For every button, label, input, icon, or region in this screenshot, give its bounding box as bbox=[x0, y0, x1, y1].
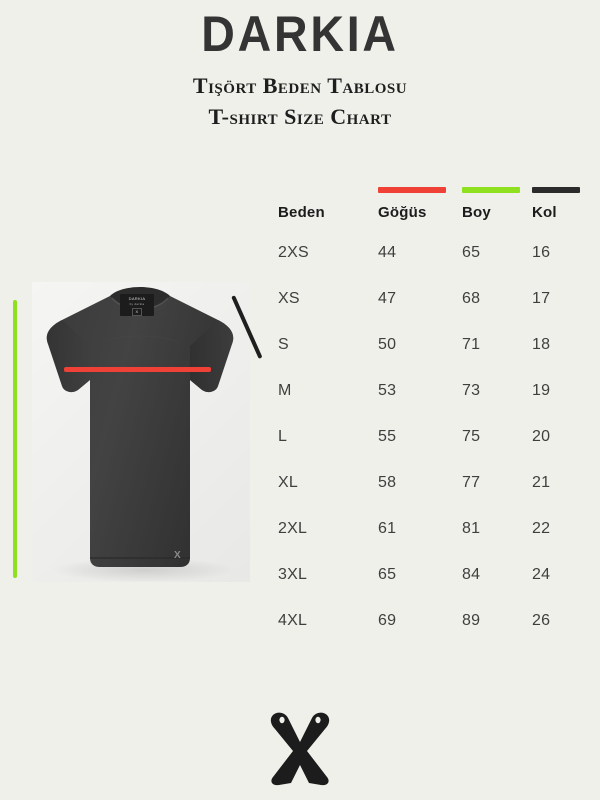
column-header-boy: Boy bbox=[462, 204, 491, 221]
table-header-row: Beden Göğüs Boy Kol bbox=[270, 198, 580, 234]
cell-kol: 19 bbox=[532, 382, 551, 399]
cell-gogus: 61 bbox=[378, 520, 397, 537]
neck-label-brand: DARKIA bbox=[128, 296, 146, 301]
table-row: XL 58 77 21 bbox=[270, 464, 580, 510]
cell-gogus: 50 bbox=[378, 336, 397, 353]
cell-boy: 89 bbox=[462, 612, 481, 629]
column-header-gogus: Göğüs bbox=[378, 204, 427, 221]
cell-gogus: 65 bbox=[378, 566, 397, 583]
cell-kol: 24 bbox=[532, 566, 551, 583]
cell-kol: 21 bbox=[532, 474, 551, 491]
neck-label-size: X bbox=[131, 307, 143, 316]
brand-logo: DARKIA bbox=[201, 6, 399, 62]
cell-size: S bbox=[278, 336, 289, 353]
cell-kol: 22 bbox=[532, 520, 551, 537]
table-row: 2XL 61 81 22 bbox=[270, 510, 580, 556]
length-measure-line bbox=[13, 300, 17, 578]
cell-gogus: 53 bbox=[378, 382, 397, 399]
table-row: XS 47 68 17 bbox=[270, 280, 580, 326]
cell-kol: 26 bbox=[532, 612, 551, 629]
chest-measure-line bbox=[64, 367, 211, 372]
cell-size: 2XS bbox=[278, 244, 309, 261]
table-row: 3XL 65 84 24 bbox=[270, 556, 580, 602]
table-row: M 53 73 19 bbox=[270, 372, 580, 418]
cell-kol: 16 bbox=[532, 244, 551, 261]
cell-size: 3XL bbox=[278, 566, 308, 583]
cell-boy: 65 bbox=[462, 244, 481, 261]
legend-color-bars bbox=[270, 184, 580, 198]
cell-kol: 18 bbox=[532, 336, 551, 353]
cell-gogus: 69 bbox=[378, 612, 397, 629]
table-row: 2XS 44 65 16 bbox=[270, 234, 580, 280]
darkia-x-mark-icon bbox=[270, 712, 330, 786]
legend-bar-gogus bbox=[378, 187, 446, 193]
column-header-kol: Kol bbox=[532, 204, 557, 221]
cell-size: XS bbox=[278, 290, 300, 307]
cell-boy: 81 bbox=[462, 520, 481, 537]
cell-boy: 77 bbox=[462, 474, 481, 491]
cell-size: 4XL bbox=[278, 612, 308, 629]
neck-label-sub: by darkia bbox=[129, 302, 145, 306]
table-row: S 50 71 18 bbox=[270, 326, 580, 372]
page-title-tr: Tişört Beden Tablosu bbox=[192, 72, 408, 98]
cell-boy: 73 bbox=[462, 382, 481, 399]
cell-size: L bbox=[278, 428, 288, 445]
table-row: L 55 75 20 bbox=[270, 418, 580, 464]
column-header-beden: Beden bbox=[278, 204, 325, 221]
cell-kol: 17 bbox=[532, 290, 551, 307]
cell-gogus: 47 bbox=[378, 290, 397, 307]
size-chart-table: Beden Göğüs Boy Kol 2XS 44 65 16 XS 47 6… bbox=[270, 184, 580, 648]
tshirt-illustration bbox=[46, 287, 236, 582]
cell-boy: 84 bbox=[462, 566, 481, 583]
table-row: 4XL 69 89 26 bbox=[270, 602, 580, 648]
page-title-en: T-shirt Size Chart bbox=[208, 103, 392, 129]
tshirt-product-image: DARKIA by darkia X X bbox=[32, 282, 250, 582]
cell-size: XL bbox=[278, 474, 298, 491]
legend-bar-kol bbox=[532, 187, 580, 193]
page-header: DARKIA Tişört Beden Tablosu T-shirt Size… bbox=[0, 0, 600, 130]
footer bbox=[0, 709, 600, 792]
cell-size: 2XL bbox=[278, 520, 308, 537]
neck-label: DARKIA by darkia X bbox=[120, 294, 154, 316]
cell-kol: 20 bbox=[532, 428, 551, 445]
hem-x-mark: X bbox=[174, 550, 181, 561]
cell-boy: 71 bbox=[462, 336, 481, 353]
cell-gogus: 55 bbox=[378, 428, 397, 445]
legend-bar-boy bbox=[462, 187, 520, 193]
cell-size: M bbox=[278, 382, 292, 399]
cell-boy: 75 bbox=[462, 428, 481, 445]
cell-gogus: 44 bbox=[378, 244, 397, 261]
cell-boy: 68 bbox=[462, 290, 481, 307]
cell-gogus: 58 bbox=[378, 474, 397, 491]
